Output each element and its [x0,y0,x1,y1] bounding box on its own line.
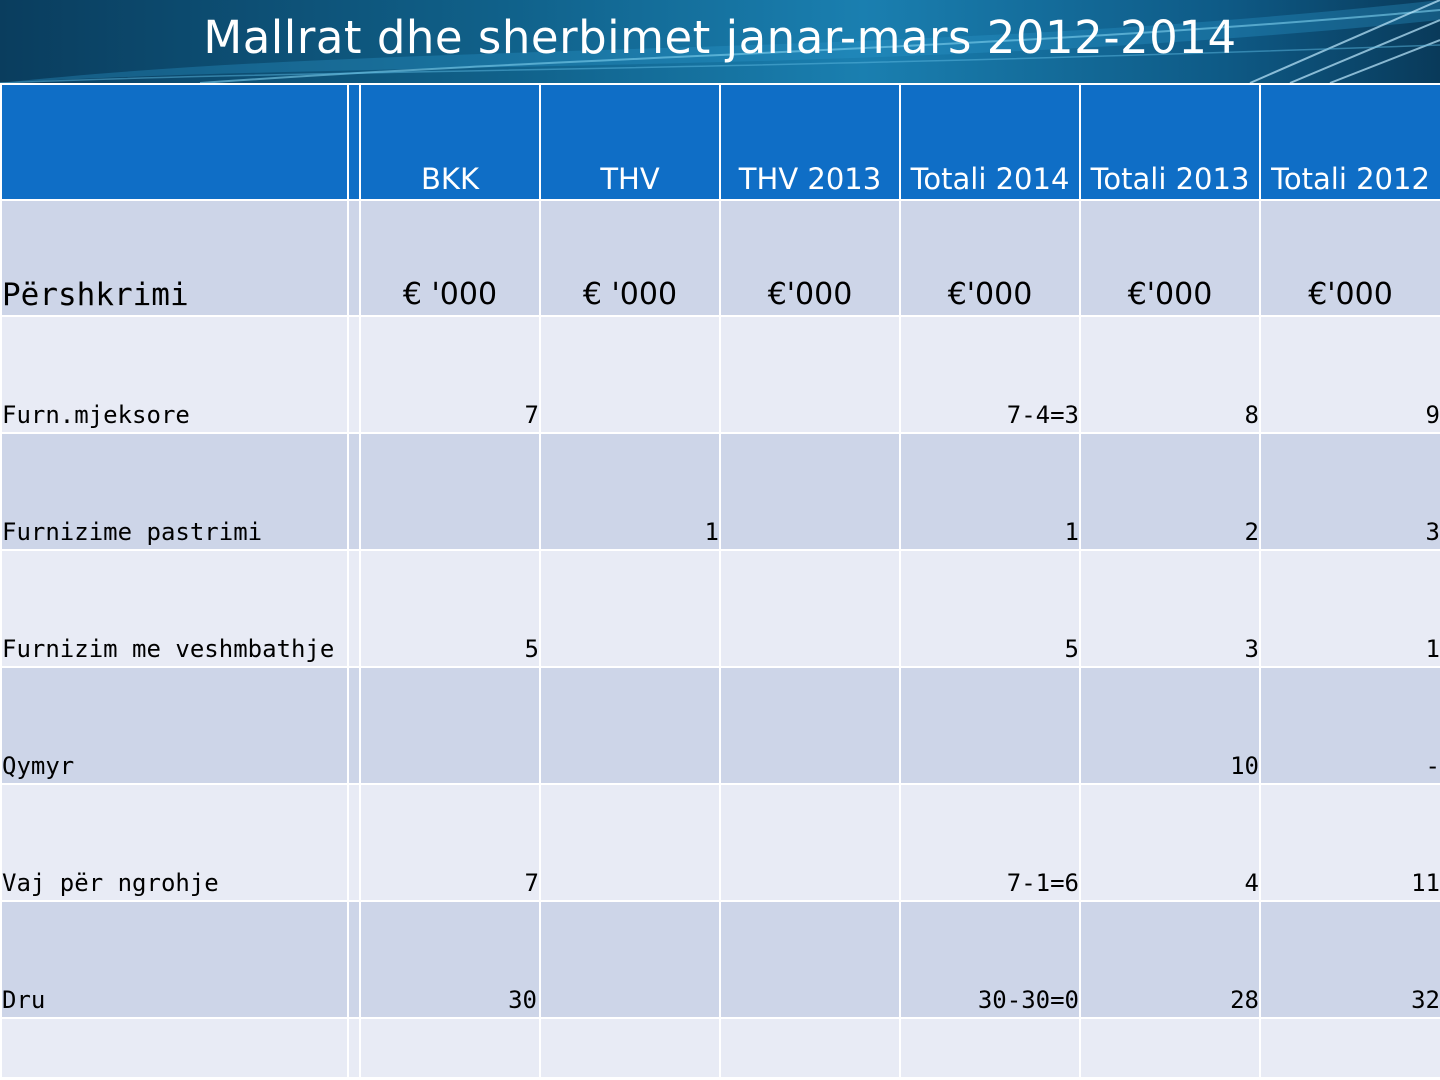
header-cell-thv: THV [539,83,721,201]
units-cell: € '000 [359,199,541,317]
column-separator [347,549,361,668]
header-cell-totali-2012: Totali 2012 [1259,83,1440,201]
cell-thv-2013 [719,315,901,434]
header-cell-bkk: BKK [359,83,541,201]
column-separator [347,666,361,785]
page-title: Mallrat dhe sherbimet janar-mars 2012-20… [203,11,1237,64]
header-cell-totali-2014: Totali 2014 [899,83,1081,201]
cell-totali-2013: 2 [1079,432,1261,551]
cell-totali-2014: 1 [899,432,1081,551]
decorative-swoosh [0,0,1440,83]
column-separator [347,1017,361,1079]
cell-bkk: 7 [359,783,541,902]
cell-bkk [359,432,541,551]
table-row-empty [0,1017,1440,1079]
empty-cell [539,1017,721,1079]
column-separator [347,315,361,434]
row-label: Furn.mjeksore [0,315,349,434]
column-separator [347,900,361,1019]
column-separator [347,432,361,551]
row-label: Furnizim me veshmbathje [0,549,349,668]
cell-thv-2013 [719,900,901,1019]
units-cell: €'000 [1259,199,1440,317]
cell-totali-2012: - [1259,666,1440,785]
cell-thv-2013 [719,783,901,902]
units-cell: €'000 [1079,199,1261,317]
cell-totali-2014: 7-4=3 [899,315,1081,434]
column-separator [347,783,361,902]
header-cell-description [0,83,349,201]
empty-cell [0,1017,349,1079]
header-cell-totali-2013: Totali 2013 [1079,83,1261,201]
row-label: Vaj për ngrohje [0,783,349,902]
cell-totali-2012: 9 [1259,315,1440,434]
table-row: Vaj për ngrohje 7 7-1=6 4 11 [0,783,1440,902]
cell-thv [539,666,721,785]
table-row: Qymyr 10 - [0,666,1440,785]
cell-thv [539,315,721,434]
title-bar: Mallrat dhe sherbimet janar-mars 2012-20… [0,0,1440,83]
cell-totali-2013: 28 [1079,900,1261,1019]
header-row: BKK THV THV 2013 Totali 2014 Totali 2013… [0,83,1440,201]
units-row: Përshkrimi € '000 € '000 €'000 €'000 €'0… [0,199,1440,317]
cell-thv-2013 [719,666,901,785]
cell-bkk: 30 [359,900,541,1019]
units-label: Përshkrimi [0,199,349,317]
table-row: Furn.mjeksore 7 7-4=3 8 9 [0,315,1440,434]
cell-totali-2012: 11 [1259,783,1440,902]
table-row: Furnizim me veshmbathje 5 5 3 1 [0,549,1440,668]
cell-bkk [359,666,541,785]
empty-cell [359,1017,541,1079]
cell-thv [539,549,721,668]
cell-bkk: 5 [359,549,541,668]
row-label: Dru [0,900,349,1019]
cell-totali-2013: 8 [1079,315,1261,434]
cell-totali-2012: 32 [1259,900,1440,1019]
column-separator [347,199,361,317]
empty-cell [1259,1017,1440,1079]
cell-thv: 1 [539,432,721,551]
cell-thv [539,900,721,1019]
cell-totali-2013: 3 [1079,549,1261,668]
empty-cell [1079,1017,1261,1079]
data-table: BKK THV THV 2013 Totali 2014 Totali 2013… [0,83,1440,1079]
cell-totali-2014: 30-30=0 [899,900,1081,1019]
cell-totali-2013: 10 [1079,666,1261,785]
table-row: Dru 30 30-30=0 28 32 [0,900,1440,1019]
table-row: Furnizime pastrimi 1 1 2 3 [0,432,1440,551]
cell-thv-2013 [719,432,901,551]
cell-totali-2012: 3 [1259,432,1440,551]
cell-totali-2014 [899,666,1081,785]
empty-cell [719,1017,901,1079]
cell-totali-2012: 1 [1259,549,1440,668]
header-cell-thv-2013: THV 2013 [719,83,901,201]
cell-thv [539,783,721,902]
empty-cell [899,1017,1081,1079]
row-label: Qymyr [0,666,349,785]
units-cell: € '000 [539,199,721,317]
units-cell: €'000 [899,199,1081,317]
cell-totali-2013: 4 [1079,783,1261,902]
column-separator [347,83,361,201]
units-cell: €'000 [719,199,901,317]
cell-bkk: 7 [359,315,541,434]
cell-totali-2014: 5 [899,549,1081,668]
cell-thv-2013 [719,549,901,668]
row-label: Furnizime pastrimi [0,432,349,551]
cell-totali-2014: 7-1=6 [899,783,1081,902]
